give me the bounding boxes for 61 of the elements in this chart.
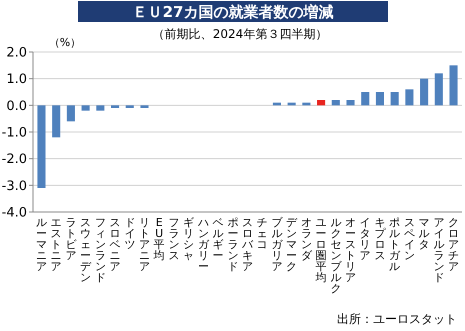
- bar: [96, 105, 104, 111]
- bar: [434, 73, 443, 106]
- x-tick-label: イタリア: [360, 216, 371, 262]
- x-tick-label: キプロス: [374, 216, 386, 262]
- x-tick-label: ユーロ圏平均: [314, 216, 327, 284]
- y-tick-label: 0.0: [6, 98, 27, 114]
- bar: [111, 105, 120, 108]
- x-tick-label: スペイン: [404, 216, 415, 262]
- bar: [361, 92, 370, 106]
- text: 出所：ユーロスタット: [337, 312, 457, 326]
- bar: [82, 105, 90, 111]
- x-tick-label: スロベニア: [110, 216, 121, 273]
- y-tick-label: 1.0: [6, 72, 27, 88]
- x-tick-label: ブルガリア: [271, 216, 284, 273]
- x-tick-label: ドイツ: [124, 216, 136, 251]
- bar: [126, 105, 134, 108]
- x-tick-label: フィンランド: [94, 216, 106, 284]
- y-tick-label: 2.0: [6, 46, 27, 61]
- bar: [52, 105, 60, 138]
- x-tick-label: スウェーデン: [80, 216, 92, 284]
- bar: [376, 92, 384, 106]
- chart-title: ＥＵ27カ国の就業者数の増減: [132, 3, 334, 21]
- y-axis-title: （%）: [48, 36, 82, 49]
- x-tick-label: リトアニア: [138, 216, 150, 273]
- x-tick-label: クロアチア: [448, 216, 460, 273]
- bar: [37, 105, 46, 188]
- x-tick-label: オランダ: [300, 216, 313, 262]
- x-tick-label: ベルギー: [212, 216, 224, 262]
- bar: [288, 102, 296, 106]
- bar: [140, 105, 149, 108]
- x-tick-label: ハンガリー: [196, 216, 210, 273]
- x-tick-label: EU平均: [152, 216, 165, 262]
- chart-subtitle: （前期比、2024年第３四半期）: [152, 27, 328, 41]
- x-tick-label: ポルトガル: [389, 216, 402, 273]
- y-tick-label: -4.0: [2, 206, 27, 221]
- y-tick-label: -3.0: [2, 178, 27, 194]
- bar: [317, 100, 326, 106]
- bar: [302, 102, 310, 106]
- x-tick-label: デンマーク: [286, 216, 298, 273]
- x-tick-label: ラトビア: [65, 216, 78, 262]
- y-tick-label: -2.0: [2, 152, 27, 168]
- x-tick-label: スロバキア: [241, 216, 254, 273]
- bar: [272, 102, 281, 106]
- bar: [332, 100, 340, 106]
- x-tick-label: フランス: [168, 216, 180, 262]
- x-tick-label: チェコ: [256, 216, 268, 251]
- x-tick-label: アイルランド: [433, 216, 444, 284]
- x-tick-label: ポーランド: [227, 216, 238, 273]
- x-tick-label: オーストリア: [345, 216, 356, 284]
- x-tick-label: マルタ: [418, 216, 430, 251]
- x-tick-label: ルクセンブルク: [330, 216, 342, 295]
- bar: [390, 92, 399, 106]
- bar: [346, 100, 355, 106]
- bar: [449, 65, 458, 106]
- y-tick-label: -1.0: [2, 126, 27, 141]
- x-tick-label: ギリシャ: [183, 216, 194, 262]
- x-tick-label: ルーマニア: [36, 216, 47, 273]
- bar: [66, 105, 75, 122]
- bar: [420, 78, 428, 106]
- x-tick-label: エストニア: [50, 216, 62, 273]
- bar: [405, 89, 414, 106]
